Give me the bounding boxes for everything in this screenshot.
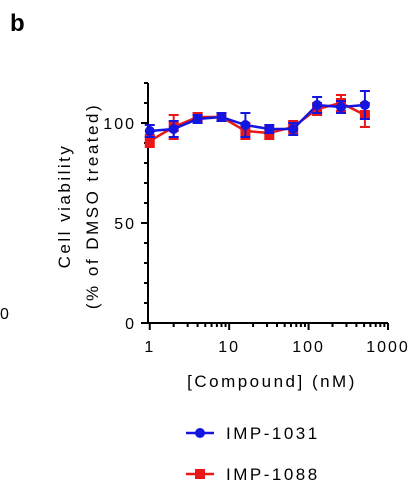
- data-point: [240, 120, 251, 130]
- data-point: [336, 102, 347, 112]
- data-point: [168, 124, 179, 134]
- y-tick-label: 50: [114, 216, 136, 233]
- stray-tick-label: 0: [0, 306, 11, 323]
- x-tick-label: 100: [292, 339, 325, 356]
- data-point: [192, 114, 203, 124]
- series-layer: [144, 90, 370, 148]
- data-point: [264, 124, 275, 134]
- legend-item: IMP-1031: [186, 424, 320, 443]
- legend-marker: [195, 428, 205, 438]
- x-axis-title: [Compound] (nM): [187, 372, 357, 391]
- series-line: [149, 103, 366, 133]
- data-point: [216, 112, 227, 122]
- data-point: [144, 126, 155, 136]
- data-point: [288, 124, 299, 134]
- panel-label: b: [10, 10, 25, 37]
- y-tick-label: 100: [103, 116, 136, 133]
- x-axis: 1 10 100 1000: [144, 322, 410, 356]
- data-point: [144, 136, 155, 146]
- y-axis: 0 50 100: [103, 82, 149, 333]
- legend-label: IMP-1088: [226, 465, 320, 484]
- data-point: [312, 100, 323, 110]
- legend: IMP-1031 IMP-1088: [186, 424, 320, 484]
- series-line: [149, 101, 366, 143]
- y-axis-title-line2: (% of DMSO treated): [83, 103, 102, 309]
- x-tick-label: 1: [144, 339, 155, 356]
- y-tick-label: 0: [125, 316, 136, 333]
- data-point: [359, 100, 370, 110]
- legend-label: IMP-1031: [226, 424, 320, 443]
- legend-marker: [195, 469, 205, 479]
- y-axis-title-line1: Cell viability: [55, 144, 74, 269]
- x-tick-label: 10: [218, 339, 240, 356]
- legend-item: IMP-1088: [186, 465, 320, 484]
- x-tick-label: 1000: [366, 339, 410, 356]
- series-imp-1031: [144, 90, 370, 138]
